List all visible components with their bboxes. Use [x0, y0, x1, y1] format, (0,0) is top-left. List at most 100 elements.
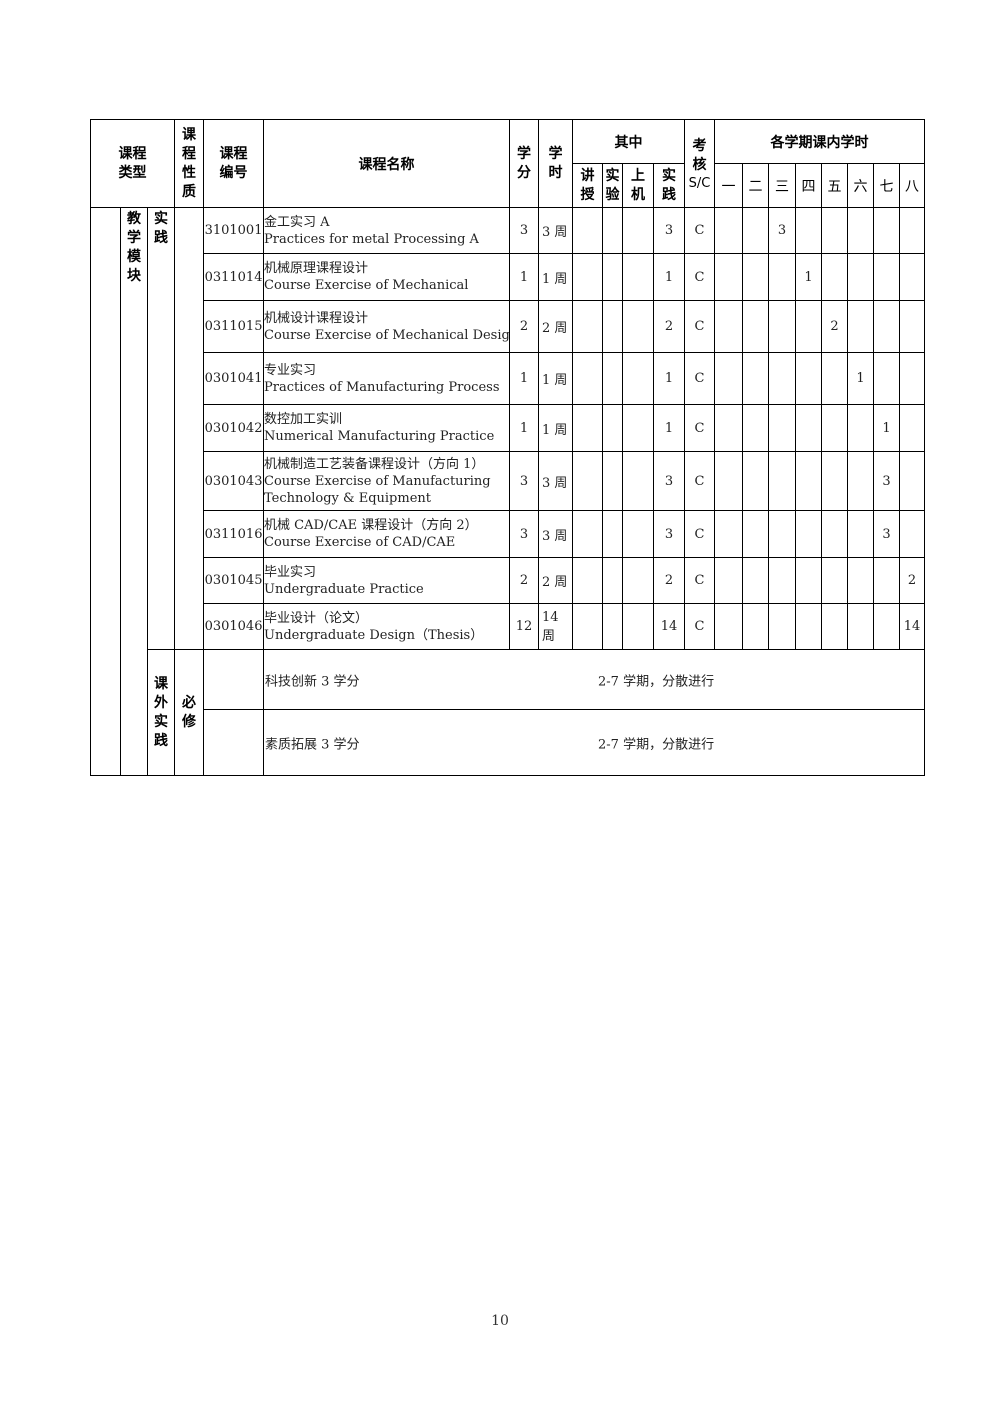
- course-code: 0301043: [203, 451, 265, 511]
- header-of-which-col: 讲授: [572, 163, 604, 208]
- cell-semester: 3: [873, 451, 901, 511]
- cell-semester: [899, 510, 926, 558]
- table-row: 课外实践 必修 科技创新 3 学分 2-7 学期，分散进行: [91, 649, 926, 776]
- group-module: 教学模块: [120, 207, 148, 776]
- cell-computer: [622, 253, 655, 301]
- course-code: 0301046: [203, 603, 265, 650]
- cell-semester: 2: [821, 300, 849, 353]
- cell-lab: [602, 404, 624, 452]
- cell-semester: [795, 510, 823, 558]
- cell-semester: [768, 557, 797, 604]
- cell-semester: [821, 207, 849, 254]
- course-code: 0311014: [203, 253, 265, 301]
- cell-semester: [847, 557, 875, 604]
- course-code: 0301045: [203, 557, 265, 604]
- course-code: 0301041: [203, 352, 265, 405]
- cell-practice: 14: [653, 603, 686, 650]
- course-name: 机械制造工艺装备课程设计（方向 1） Course Exercise of Man…: [263, 451, 511, 511]
- extra-course: 素质拓展 3 学分 2-7 学期，分散进行: [263, 709, 926, 776]
- cell-lab: [602, 352, 624, 405]
- cell-semester: [742, 404, 770, 452]
- header-semester: 六: [847, 163, 875, 208]
- course-name: 金工实习 A Practices for metal Processing A: [263, 207, 511, 254]
- course-code: 0301042: [203, 404, 265, 452]
- cell-hours: 14 周: [538, 603, 574, 650]
- table-row: 0301043 机械制造工艺装备课程设计（方向 1） Course Exercise…: [91, 451, 926, 511]
- table-row: 0301046 毕业设计（论文） Undergraduate Design（Thes…: [91, 603, 926, 650]
- cell-semester: [714, 510, 744, 558]
- header-exam: 考核 S/C: [684, 119, 716, 208]
- cell-computer: [622, 510, 655, 558]
- cell-credit: 2: [509, 557, 540, 604]
- cell-hours: 1 周: [538, 352, 574, 405]
- table-row: 素质拓展 3 学分 2-7 学期，分散进行: [91, 709, 926, 776]
- extra-course: 科技创新 3 学分 2-7 学期，分散进行: [263, 649, 926, 710]
- course-name: 机械 CAD/CAE 课程设计（方向 2） Course Exercise of …: [263, 510, 511, 558]
- header-course-code: 课程编号: [203, 119, 265, 208]
- cell-semester: [742, 557, 770, 604]
- cell-semester: [847, 451, 875, 511]
- cell-semester: [899, 352, 926, 405]
- cell-semester: [821, 253, 849, 301]
- cell-lab: [602, 207, 624, 254]
- cell-semester: 2: [899, 557, 926, 604]
- cell-semester: [821, 557, 849, 604]
- header-of-which-col: 实验: [602, 163, 624, 208]
- cell-lecture: [572, 207, 604, 254]
- cell-semester: [899, 451, 926, 511]
- table-row: 教学模块 实践 3101001 金工实习 A Practices for metal P…: [90, 207, 926, 776]
- header-semester: 八: [899, 163, 926, 208]
- cell-lab: [602, 510, 624, 558]
- cell-semester: 1: [795, 253, 823, 301]
- cell-practice: 2: [653, 557, 686, 604]
- header-semester: 二: [742, 163, 770, 208]
- course-name: 机械设计课程设计 Course Exercise of Mechanical De…: [263, 300, 511, 353]
- header-hours: 学时: [538, 119, 574, 208]
- cell-semester: [795, 451, 823, 511]
- cell-semester: [795, 603, 823, 650]
- header-semester: 五: [821, 163, 849, 208]
- cell-semester: [768, 451, 797, 511]
- cell-semester: 3: [768, 207, 797, 254]
- cell-semester: [742, 352, 770, 405]
- cell-hours: 2 周: [538, 557, 574, 604]
- header-credit: 学分: [509, 119, 540, 208]
- cell-hours: 3 周: [538, 451, 574, 511]
- cell-semester: [899, 404, 926, 452]
- cell-exam: C: [684, 603, 716, 650]
- cell-computer: [622, 404, 655, 452]
- cell-hours: 1 周: [538, 404, 574, 452]
- header-of-which: 其中: [572, 119, 686, 164]
- cell-practice: 3: [653, 510, 686, 558]
- cell-semester: [768, 300, 797, 353]
- cell-semester: [899, 300, 926, 353]
- cell-semester: 1: [873, 404, 901, 452]
- cell-semester: [821, 451, 849, 511]
- table-row: 0301042 数控加工实训 Numerical Manufacturing Pra…: [91, 404, 926, 452]
- cell-credit: 12: [509, 603, 540, 650]
- cell-semester: [795, 404, 823, 452]
- blank-cell: [90, 207, 121, 776]
- cell-semester: [821, 603, 849, 650]
- header-semester: 七: [873, 163, 901, 208]
- cell-semester: [899, 207, 926, 254]
- cell-semester: 14: [899, 603, 926, 650]
- cell-semester: [768, 603, 797, 650]
- cell-exam: C: [684, 352, 716, 405]
- cell-semester: [742, 451, 770, 511]
- group-required: 必修: [174, 649, 205, 776]
- cell-semester: [847, 603, 875, 650]
- header-semester-group: 各学期课内学时: [714, 119, 926, 164]
- cell-lecture: [572, 300, 604, 353]
- cell-semester: [847, 404, 875, 452]
- cell-credit: 3: [509, 207, 540, 254]
- cell-hours: 1 周: [538, 253, 574, 301]
- cell-semester: [847, 510, 875, 558]
- cell-exam: C: [684, 451, 716, 511]
- cell-semester: [768, 510, 797, 558]
- header-course-type: 课程类型: [89, 119, 176, 208]
- cell-semester: [742, 207, 770, 254]
- cell-semester: [714, 603, 744, 650]
- header-semester: 一: [714, 163, 744, 208]
